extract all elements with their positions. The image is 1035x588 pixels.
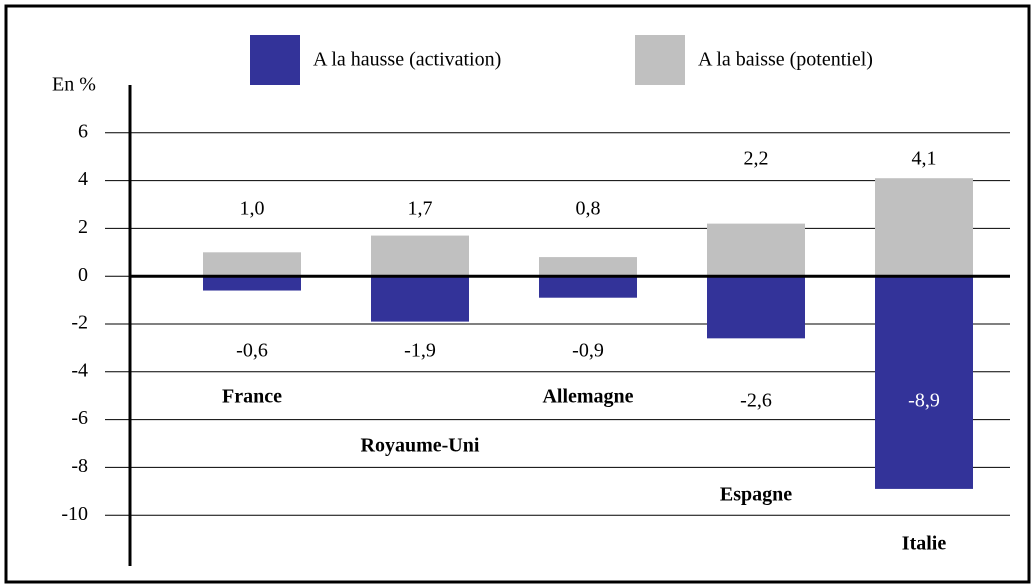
y-tick-label: 2 xyxy=(78,216,88,238)
data-label: -1,9 xyxy=(404,340,436,362)
x-tick-label: Espagne xyxy=(720,484,792,506)
x-tick-label: Italie xyxy=(902,533,947,555)
y-tick-label: -8 xyxy=(71,455,88,477)
legend-label: A la baisse (potentiel) xyxy=(698,49,873,71)
data-label: -0,6 xyxy=(236,340,268,362)
y-tick-label: -10 xyxy=(61,503,88,525)
y-tick-label: -4 xyxy=(71,359,88,381)
x-tick-label: Royaume-Uni xyxy=(361,435,480,457)
data-label: -0,9 xyxy=(572,340,604,362)
bar xyxy=(875,178,973,277)
y-axis-label: En % xyxy=(52,74,96,96)
x-tick-label: Allemagne xyxy=(542,386,633,408)
y-tick-label: 0 xyxy=(78,264,88,286)
bar xyxy=(371,276,469,322)
y-tick-label: 4 xyxy=(78,168,88,190)
bar xyxy=(875,276,973,489)
data-label: -8,9 xyxy=(908,390,940,412)
legend-swatch xyxy=(250,35,300,85)
legend-swatch xyxy=(635,35,685,85)
bar xyxy=(203,276,301,291)
bar xyxy=(539,276,637,298)
frame xyxy=(4,4,1031,584)
bar xyxy=(371,235,469,277)
bar xyxy=(539,257,637,277)
y-tick-label: -2 xyxy=(71,312,88,334)
bar xyxy=(707,223,805,277)
data-label: 1,0 xyxy=(240,198,265,220)
legend-label: A la hausse (activation) xyxy=(313,49,501,71)
data-label: -2,6 xyxy=(740,390,772,412)
data-label: 4,1 xyxy=(912,148,937,170)
data-label: 2,2 xyxy=(744,148,769,170)
y-tick-label: -6 xyxy=(71,407,88,429)
data-label: 1,7 xyxy=(408,198,433,220)
data-label: 0,8 xyxy=(576,198,601,220)
y-tick-label: 6 xyxy=(78,120,88,142)
bar xyxy=(707,276,805,339)
bar xyxy=(203,252,301,277)
x-tick-label: France xyxy=(222,386,282,408)
